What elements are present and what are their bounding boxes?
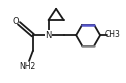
Text: N: N [45,31,52,40]
Text: NH2: NH2 [20,62,36,71]
Text: CH3: CH3 [104,30,120,39]
Text: O: O [13,17,20,26]
